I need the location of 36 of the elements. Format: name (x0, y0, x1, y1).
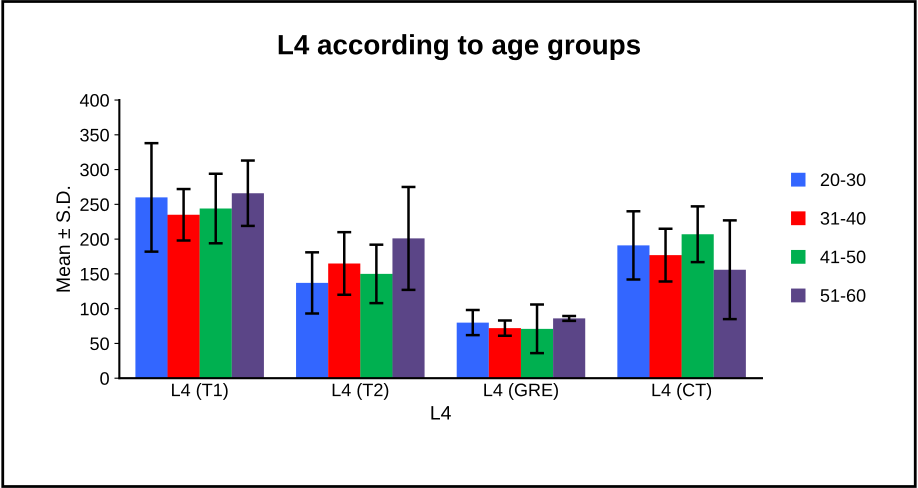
bar (488, 328, 521, 378)
y-tick-label: 50 (90, 337, 109, 350)
y-tick-label: 400 (80, 94, 109, 107)
y-tick-label: 0 (100, 372, 109, 385)
bar (617, 245, 650, 378)
bar (392, 238, 425, 378)
y-tick-label: 150 (80, 268, 109, 281)
chart-title: L4 according to age groups (278, 34, 640, 60)
bar (649, 255, 682, 378)
x-tick-label: L4 (GRE) (484, 383, 558, 400)
bar (360, 274, 392, 378)
bar (200, 208, 232, 378)
y-tick-label: 350 (80, 128, 109, 142)
x-tick-label: L4 (CT) (652, 383, 712, 400)
bar (168, 214, 200, 378)
bar (520, 328, 554, 378)
legend-label: 41-50 (820, 250, 866, 264)
bar (714, 270, 746, 378)
y-tick-label: 250 (80, 198, 109, 212)
y-tick-label: 200 (80, 233, 109, 246)
y-axis-title: Mean ± S.D. (56, 186, 70, 292)
x-tick-label: L4 (T2) (332, 383, 388, 400)
y-tick-label: 300 (80, 164, 109, 176)
x-tick-label: L4 (T1) (172, 383, 228, 400)
legend-label: 31-40 (820, 212, 866, 225)
bar (135, 197, 168, 378)
y-tick-label: 100 (80, 302, 109, 316)
bar (456, 322, 489, 378)
bar (232, 193, 264, 378)
legend-label: 51-60 (820, 289, 866, 302)
bar (682, 234, 714, 378)
bar (328, 263, 360, 378)
bar (296, 282, 328, 378)
legend-label: 20-30 (820, 173, 866, 186)
x-axis-title: L4 (431, 406, 451, 420)
bar (553, 318, 586, 378)
